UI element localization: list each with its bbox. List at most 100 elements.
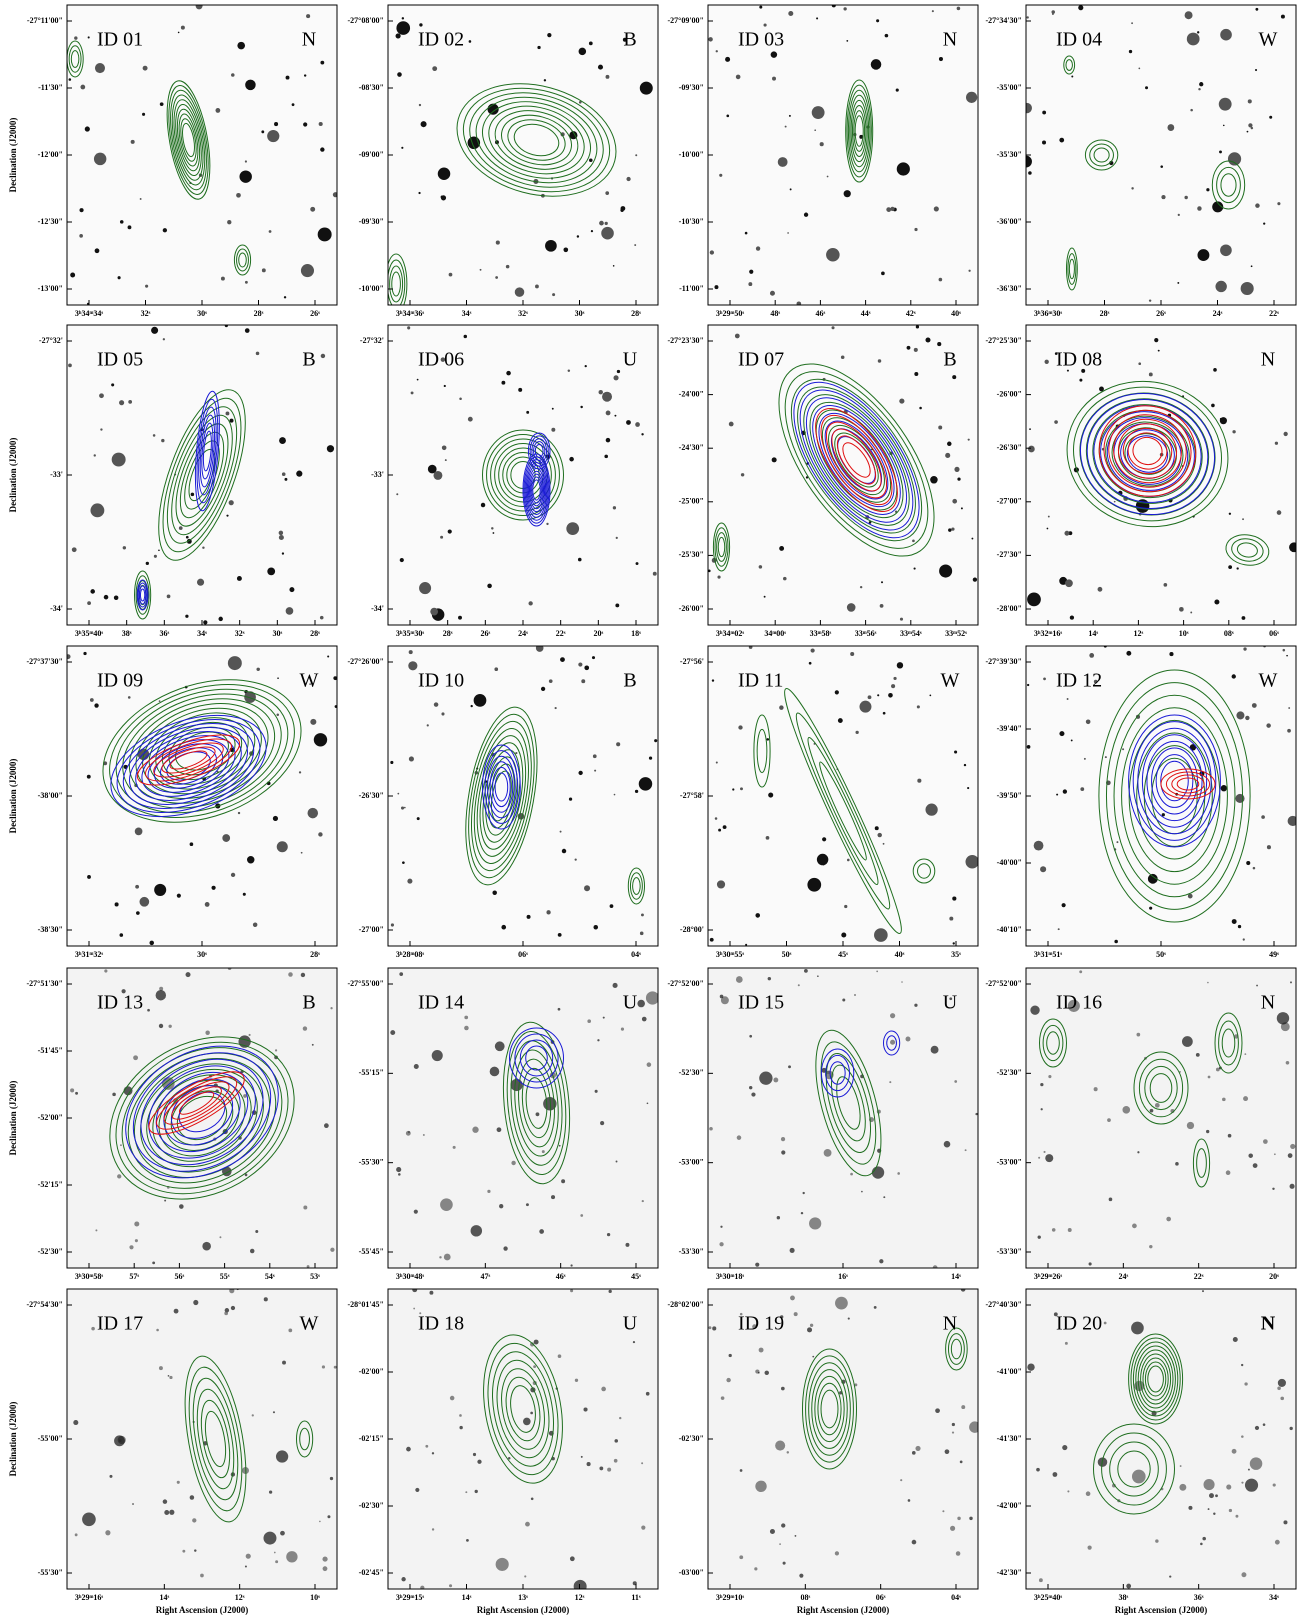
star	[759, 1072, 772, 1085]
star	[1084, 758, 1086, 760]
star	[534, 1340, 539, 1345]
star	[441, 195, 446, 200]
star	[468, 417, 473, 422]
star	[222, 834, 230, 842]
star	[402, 861, 405, 864]
ra-tick-label: 34ˢ	[462, 309, 472, 318]
ra-tick-label: 06ˢ	[876, 1593, 886, 1602]
star	[653, 572, 657, 576]
star	[842, 999, 845, 1002]
star	[179, 1204, 184, 1209]
star	[284, 478, 287, 481]
star	[599, 1467, 603, 1471]
star	[905, 1036, 910, 1041]
star	[952, 1423, 955, 1426]
ra-tick-label: 10ˢ	[1179, 629, 1189, 638]
star	[785, 126, 787, 128]
star	[321, 354, 325, 358]
star	[1048, 1075, 1051, 1078]
dec-tick-label: -09'30"	[359, 217, 384, 226]
dec-tick-label: -27°32'	[360, 336, 384, 345]
star	[120, 933, 124, 937]
star	[83, 652, 86, 655]
star	[885, 34, 889, 38]
star	[1277, 202, 1280, 205]
star	[1287, 729, 1291, 733]
star	[109, 1475, 112, 1478]
star	[908, 1499, 911, 1502]
star	[1105, 756, 1107, 758]
dec-tick-label: -27°37'30"	[26, 657, 63, 666]
star	[163, 228, 167, 232]
star	[755, 913, 760, 918]
ra-tick-label: 04ˢ	[631, 950, 641, 959]
star	[79, 208, 83, 212]
star	[779, 546, 784, 551]
star	[528, 601, 532, 605]
dec-tick-label: -02'15"	[359, 1434, 384, 1443]
star	[314, 733, 327, 746]
star	[822, 863, 824, 865]
star	[594, 770, 596, 772]
star	[156, 1329, 159, 1332]
star	[916, 325, 919, 328]
star	[1269, 116, 1272, 119]
star	[277, 713, 280, 716]
star	[568, 369, 570, 371]
star	[592, 656, 595, 659]
star	[965, 855, 978, 868]
star	[855, 731, 858, 734]
ra-tick-label: 28ˢ	[310, 950, 320, 959]
star	[464, 1016, 468, 1020]
star	[536, 644, 544, 652]
star	[164, 1510, 169, 1515]
star	[1054, 420, 1058, 424]
star	[303, 1206, 307, 1210]
star	[738, 725, 742, 729]
dec-tick-label: -27°11'00"	[27, 16, 63, 25]
dec-tick-label: -25'30"	[679, 550, 704, 559]
star	[945, 453, 950, 458]
star	[324, 1123, 329, 1128]
star	[843, 7, 846, 10]
star	[642, 1017, 647, 1022]
star	[847, 603, 856, 612]
star	[1038, 1157, 1040, 1159]
ra-tick-label: 3ʰ29ᵐ16ˢ	[75, 1593, 104, 1602]
star	[459, 1426, 462, 1429]
star	[930, 476, 938, 484]
star	[1190, 109, 1193, 112]
star	[598, 65, 603, 70]
star	[303, 1026, 307, 1030]
star	[1155, 1539, 1158, 1542]
dec-tick-label: -33'	[371, 470, 384, 479]
star	[396, 1167, 401, 1172]
star	[159, 1366, 163, 1370]
star	[200, 1574, 204, 1578]
star	[912, 1451, 916, 1455]
star	[66, 654, 71, 659]
star	[1067, 1490, 1069, 1492]
star	[238, 812, 240, 814]
star	[1232, 674, 1236, 678]
star	[640, 932, 644, 936]
star	[1138, 362, 1141, 365]
dec-tick-label: -27°39'30"	[985, 657, 1022, 666]
star	[88, 36, 90, 38]
star	[1233, 1337, 1238, 1342]
panel-class: W	[300, 1313, 319, 1335]
star	[546, 523, 548, 525]
star	[626, 177, 630, 181]
ra-tick-label: 57ˢ	[129, 1272, 139, 1281]
panel-class: N	[1261, 1313, 1276, 1335]
star	[952, 1432, 954, 1434]
star	[425, 1445, 428, 1448]
star	[1145, 86, 1148, 89]
star	[274, 122, 278, 126]
star	[599, 221, 604, 226]
star	[781, 1150, 785, 1154]
star	[804, 969, 808, 973]
star	[937, 342, 941, 346]
star	[256, 352, 260, 356]
star	[1179, 1484, 1186, 1491]
